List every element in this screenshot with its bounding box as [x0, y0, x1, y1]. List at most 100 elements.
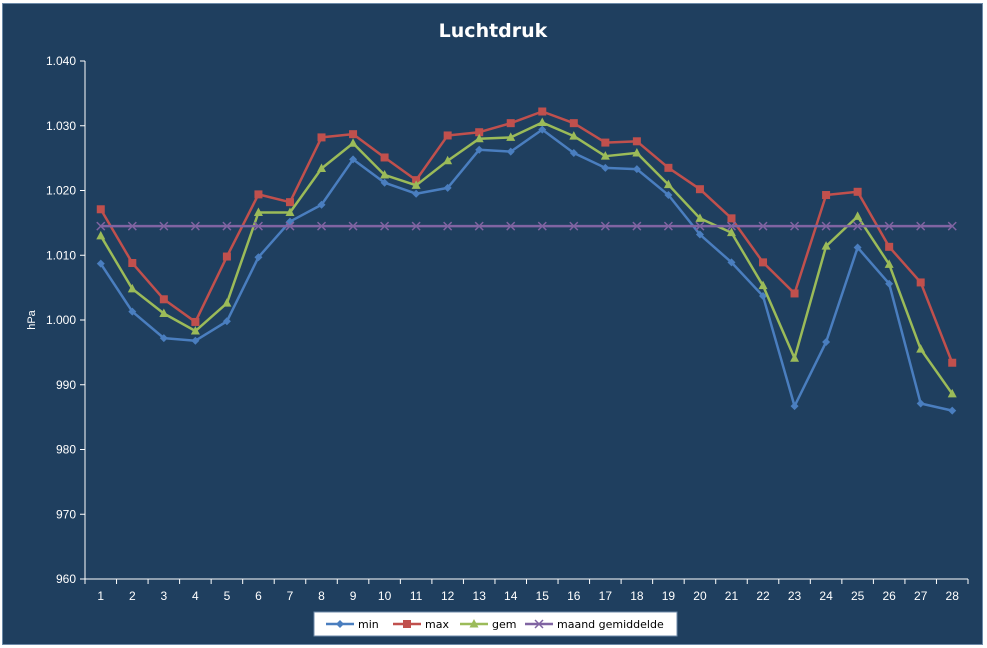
legend-item-min: min: [326, 618, 379, 631]
data-point-gem: [285, 207, 295, 217]
data-point-gem: [380, 169, 390, 179]
x-tick-label: 26: [882, 589, 896, 603]
data-point-min: [96, 259, 105, 268]
y-tick-label: 990: [56, 378, 76, 392]
x-tick-label: 6: [255, 589, 262, 603]
x-marker-stroke: [537, 221, 547, 231]
y-tick-label: 1.020: [46, 184, 76, 198]
data-point-maand-gemiddelde: [506, 221, 516, 231]
axes: [84, 61, 968, 580]
x-tick-label: 7: [287, 589, 294, 603]
data-point-max: [632, 137, 641, 146]
data-point-max: [96, 205, 105, 214]
legend-box: [313, 611, 678, 637]
data-point-gem: [821, 241, 831, 250]
legend-swatch-marker: [403, 620, 411, 628]
data-point-gem: [537, 117, 547, 127]
data-point-maand-gemiddelde: [916, 221, 926, 231]
data-point-maand-gemiddelde: [569, 221, 579, 231]
data-point-max: [885, 242, 894, 251]
y-axis-label: hPa: [26, 309, 38, 329]
legend-label: min: [358, 618, 379, 631]
data-point-min: [538, 125, 547, 134]
y-tick-label: 1.040: [46, 54, 76, 68]
data-point-gem: [758, 280, 768, 290]
data-point-max: [695, 185, 704, 194]
x-axis-ticks: 1 2 3 4 5 6 7 8 9 10 11 12 13 14 15 16 17 18 19 20 21 22 23 24 2…: [84, 579, 969, 603]
x-marker-stroke: [947, 221, 957, 231]
x-tick-label: 16: [567, 589, 581, 603]
y-tick-label: 1.000: [46, 313, 76, 327]
x-marker-stroke: [726, 221, 737, 231]
x-marker-stroke: [534, 619, 544, 629]
data-point-gem: [443, 155, 453, 165]
data-point-min: [475, 145, 484, 154]
legend-swatch-marker: [336, 620, 344, 628]
y-axis-ticks: 960 970 980 990 1.000 1.010 1.020 1.030 1.040: [46, 54, 85, 586]
data-point-gem: [663, 179, 673, 189]
data-point-gem: [726, 227, 736, 237]
data-point-maand-gemiddelde: [127, 221, 137, 231]
data-point-gem: [253, 207, 263, 217]
x-tick-label: 14: [504, 589, 518, 603]
data-point-max: [664, 163, 673, 172]
data-point-maand-gemiddelde: [600, 221, 610, 231]
data-point-max: [317, 133, 326, 142]
data-point-gem: [695, 213, 705, 222]
data-point-min: [506, 147, 515, 156]
data-point-max: [128, 259, 137, 268]
x-marker-stroke: [348, 221, 358, 231]
data-point-maand-gemiddelde: [222, 221, 232, 231]
x-marker-stroke: [758, 221, 768, 231]
data-point-maand-gemiddelde: [285, 221, 295, 231]
x-tick-label: 18: [630, 589, 644, 603]
data-point-gem: [632, 147, 642, 157]
legend-label: maand gemiddelde: [557, 618, 664, 631]
data-point-gem: [916, 344, 926, 353]
data-point-max: [254, 190, 263, 199]
legend-label: gem: [492, 618, 516, 631]
data-point-max: [349, 130, 358, 139]
data-point-min: [254, 253, 263, 262]
data-point-maand-gemiddelde: [159, 221, 169, 231]
data-point-max: [159, 295, 168, 304]
data-point-gem: [222, 298, 232, 307]
x-marker-stroke: [821, 221, 831, 231]
data-point-gem: [853, 211, 863, 220]
series-min: [96, 125, 957, 415]
x-marker-stroke: [474, 221, 484, 231]
data-point-min: [632, 165, 641, 174]
series-group: [96, 107, 957, 415]
data-point-maand-gemiddelde: [537, 221, 547, 231]
data-point-min: [191, 336, 200, 345]
data-point-max: [948, 358, 957, 367]
y-tick-label: 960: [56, 572, 76, 586]
data-point-max: [506, 119, 515, 128]
y-tick-label: 1.030: [46, 119, 76, 133]
data-point-maand-gemiddelde: [474, 221, 484, 231]
x-tick-label: 19: [662, 589, 676, 603]
data-point-min: [222, 317, 231, 326]
x-marker-stroke: [253, 221, 263, 231]
data-point-maand-gemiddelde: [853, 221, 863, 231]
data-point-min: [349, 155, 358, 164]
x-tick-label: 8: [318, 589, 325, 603]
x-marker-stroke: [663, 221, 673, 231]
data-point-min: [790, 402, 799, 411]
data-point-max: [538, 107, 547, 116]
x-marker-stroke: [159, 221, 169, 231]
data-point-min: [601, 163, 610, 172]
series-line-max: [99, 110, 954, 364]
data-point-gem: [317, 163, 327, 172]
data-point-max: [601, 138, 610, 147]
x-tick-label: 24: [819, 589, 833, 603]
data-point-maand-gemiddelde: [695, 221, 705, 231]
data-point-gem: [884, 259, 894, 268]
x-marker-stroke: [916, 221, 926, 231]
x-tick-label: 1: [97, 589, 104, 603]
x-marker-stroke: [127, 221, 137, 231]
data-point-max: [569, 119, 578, 128]
x-marker-stroke: [600, 221, 610, 231]
data-point-gem: [600, 151, 610, 160]
data-point-gem: [96, 230, 106, 240]
